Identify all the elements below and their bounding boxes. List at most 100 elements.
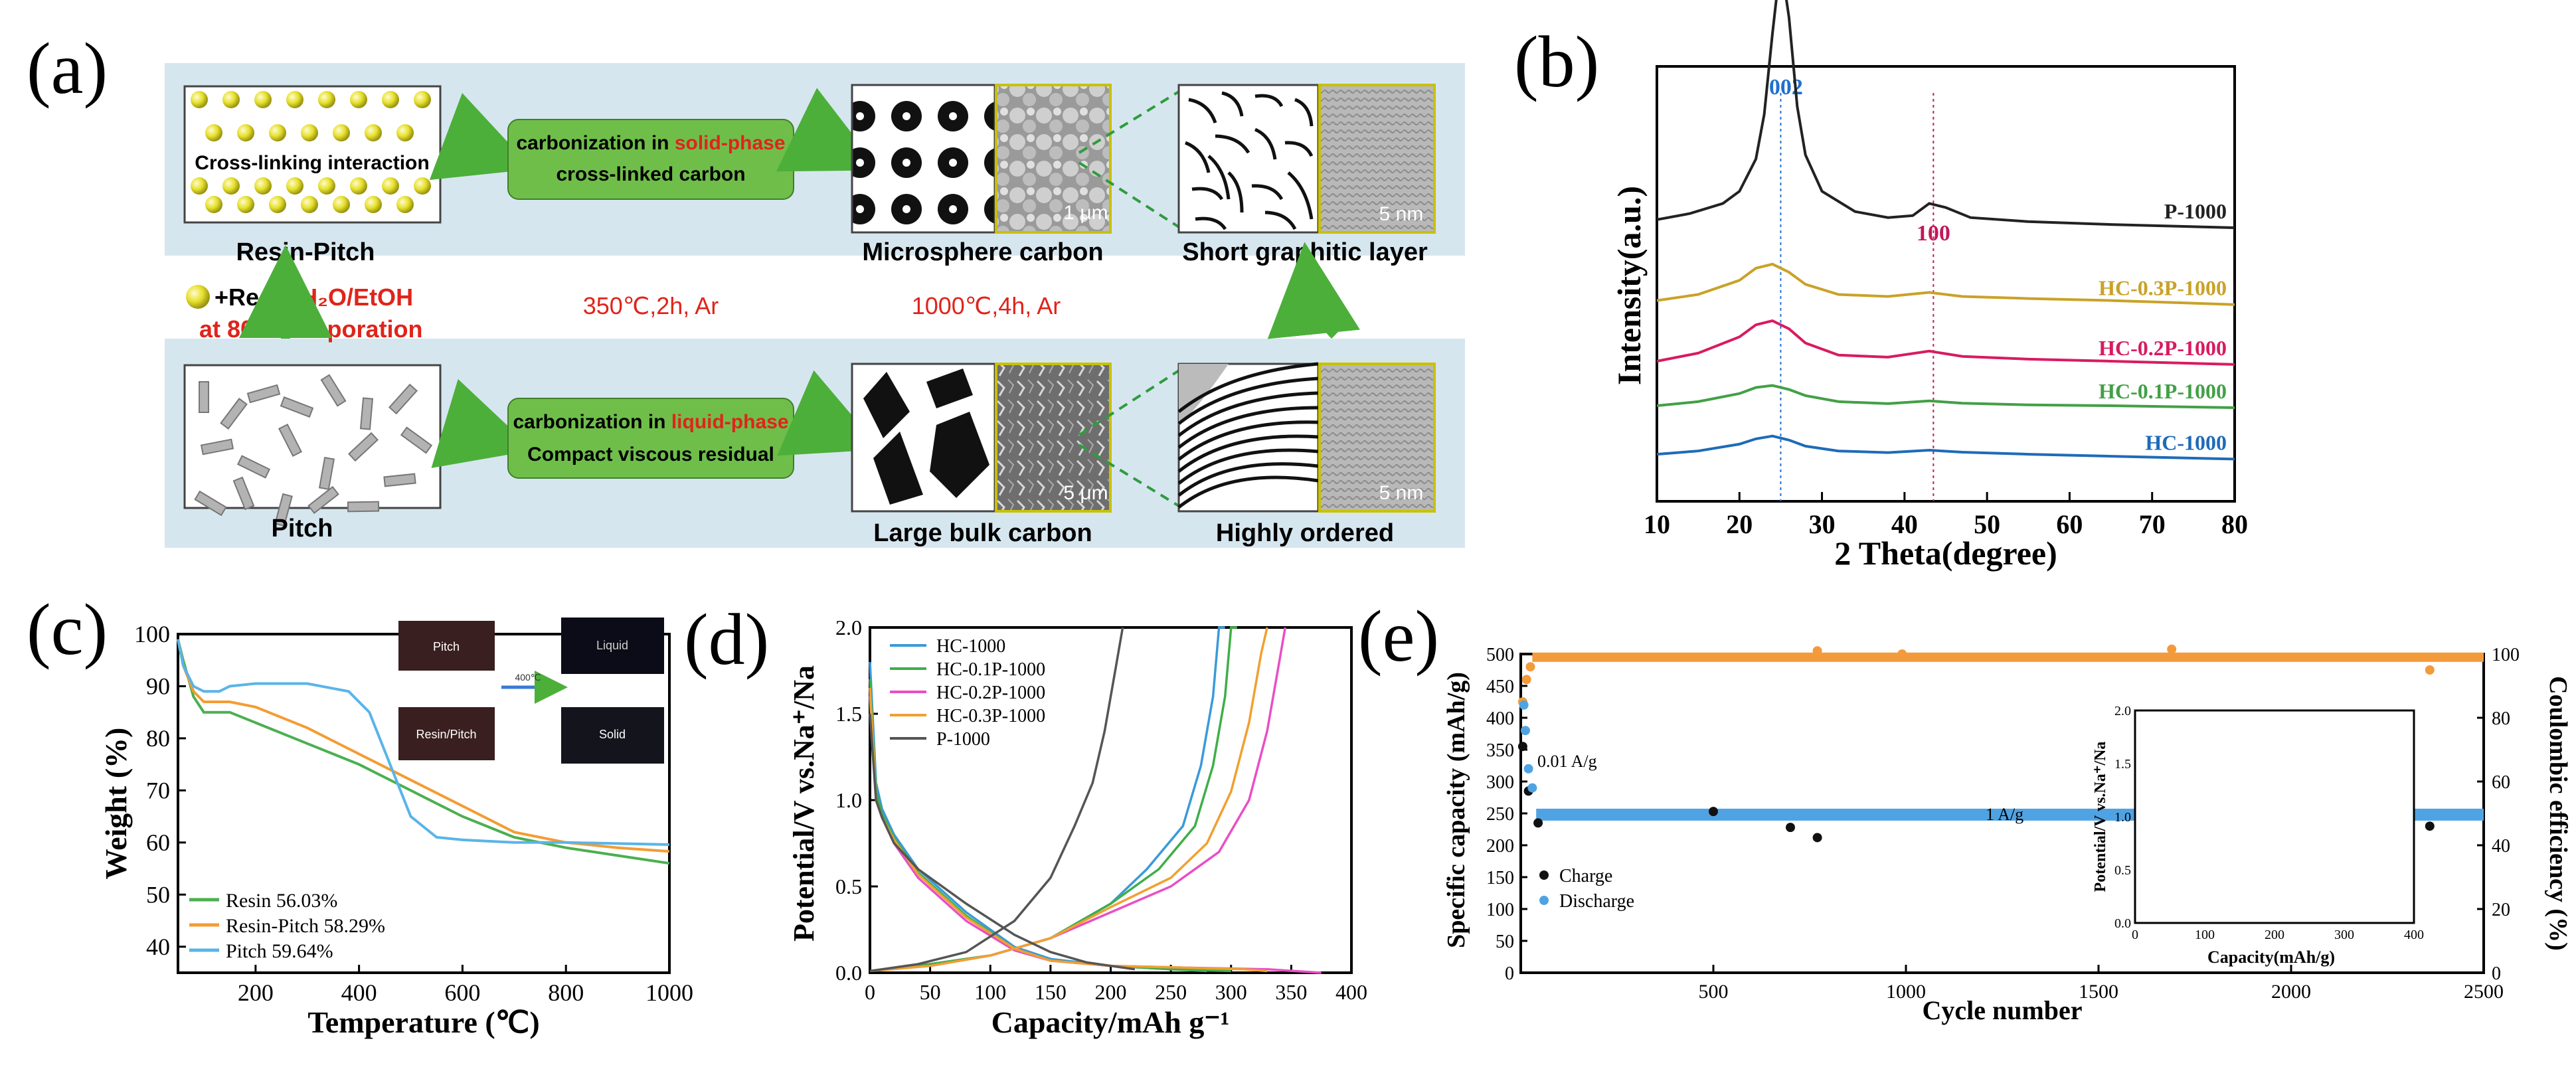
gcd-legend-label: P-1000 — [936, 729, 990, 750]
gcd-discharge-curve — [869, 713, 1136, 971]
ce-point — [2425, 665, 2435, 675]
tga-series-line — [177, 639, 670, 865]
tga-x-tick-label: 600 — [444, 979, 480, 1006]
resin-ball — [191, 177, 208, 195]
cycle-y2-tick-label: 40 — [2492, 836, 2510, 857]
pitch-shard — [318, 456, 335, 491]
cycle-legend-label: Discharge — [1559, 891, 1634, 912]
tga-y-tick-label: 80 — [146, 725, 170, 752]
gcd-x-tick-label: 100 — [974, 980, 1006, 1004]
xrd-x-tick-label: 70 — [2139, 509, 2166, 539]
xrd-x-tick-label: 20 — [1726, 509, 1753, 539]
cycle-y2-tick-label: 60 — [2492, 772, 2510, 793]
xrd-x-tick-label: 60 — [2056, 509, 2083, 539]
pitch-shard — [347, 501, 380, 513]
pitch-shard — [274, 493, 293, 527]
ordered-layer — [1177, 462, 1319, 497]
solid-phase-highlight: solid-phase — [675, 132, 786, 154]
cycle-y-tick-label: 0 — [1505, 963, 1514, 984]
tga-x-tick-label: 800 — [548, 979, 584, 1006]
pitch-shard — [246, 384, 281, 404]
pitch-shard — [220, 398, 248, 430]
ce-point — [1521, 675, 1531, 685]
cycle-x-tick-label: 500 — [1699, 981, 1729, 1003]
gcd-x-tick-label: 200 — [1095, 980, 1127, 1004]
charge-point — [1709, 807, 1718, 817]
tga-legend-label: Resin-Pitch 58.29% — [226, 915, 385, 937]
graphitic-segment — [1185, 141, 1211, 173]
tga-y-tick-label: 60 — [146, 829, 170, 856]
ce-point — [1525, 662, 1535, 672]
cycle-y-tick-label: 500 — [1486, 645, 1514, 665]
gcd-y-tick-label: 0.0 — [835, 961, 862, 985]
graphitic-segment — [1207, 155, 1231, 200]
dash-link-bottom-2 — [1078, 444, 1183, 509]
pitch-shard — [280, 396, 314, 418]
xrd-x-tick-label: 30 — [1809, 509, 1836, 539]
condition-350: 350℃,2h, Ar — [583, 292, 719, 319]
cycle-legend-marker — [1539, 870, 1549, 880]
bulk-carbon-label: Large bulk carbon — [873, 519, 1092, 547]
gcd-y-tick-label: 2.0 — [835, 616, 862, 639]
tga-y-tick-label: 40 — [146, 934, 170, 960]
liquid-phase-box: carbonization in liquid-phase Compact vi… — [507, 398, 794, 479]
cycle-x-tick-label: 1000 — [1886, 981, 1926, 1003]
microsphere-label: Microsphere carbon — [862, 238, 1103, 266]
cross-linking-text: Cross-linking interaction — [195, 152, 429, 174]
tga-y-tick-label: 70 — [146, 777, 170, 803]
arrow-bottom-2 — [777, 370, 881, 456]
discharge-point — [1520, 726, 1530, 736]
photo-solid-label: Solid — [599, 728, 626, 741]
panel-label-b: (b) — [1514, 21, 1599, 102]
resin-ball — [237, 196, 254, 213]
graphitic-segment — [1188, 98, 1217, 124]
cycling-x-label: Cycle number — [1922, 995, 2082, 1025]
inset-y-tick-label: 1.5 — [2114, 757, 2131, 772]
panel-label-e: (e) — [1358, 596, 1439, 677]
gcd-x-tick-label: 300 — [1215, 980, 1247, 1004]
cycle-y-tick-label: 350 — [1486, 740, 1514, 761]
dash-link-bottom-1 — [1078, 367, 1183, 436]
arrow-top-1 — [429, 92, 533, 181]
cross-linked-carbon-text: cross-linked carbon — [556, 163, 745, 185]
solid-phase-prefix: carbonization in — [516, 132, 674, 154]
inset-y-label: Potential/V vs.Na⁺/Na — [2092, 742, 2109, 892]
scale-bar-1um: 1 μm — [1063, 202, 1108, 224]
solid-phase-box: carbonization in solid-phase cross-linke… — [507, 119, 794, 200]
ordered-layer — [1177, 448, 1319, 485]
graphitic-segment — [1284, 141, 1314, 157]
xrd-peak-label: 100 — [1917, 221, 1950, 246]
ordered-layer — [1177, 391, 1319, 437]
photo-liquid-label: Liquid — [596, 639, 628, 652]
photo-resinpitch-label: Resin/Pitch — [416, 728, 476, 741]
cycle-y-tick-label: 200 — [1486, 836, 1514, 857]
resin-ball — [382, 91, 399, 108]
ordered-layer — [1177, 420, 1319, 461]
tga-y-label: Weight (%) — [99, 728, 133, 880]
resin-ball — [222, 91, 240, 108]
inset-x-tick-label: 300 — [2334, 928, 2354, 942]
tga-legend-label: Resin 56.03% — [226, 890, 337, 912]
gcd-charge-curve — [869, 626, 1225, 973]
gcd-x-label: Capacity/mAh g⁻¹ — [991, 1005, 1230, 1039]
resin-pitch-label: Resin-Pitch — [236, 238, 375, 266]
resin-ball — [301, 196, 318, 213]
graphitic-segment — [1227, 171, 1244, 213]
tga-series-line — [177, 639, 670, 846]
graphitic-segment — [1294, 98, 1314, 127]
xrd-x-tick-label: 50 — [1974, 509, 2000, 539]
cycle-y2-tick-label: 0 — [2492, 963, 2501, 984]
charge-point — [1786, 823, 1795, 833]
ce-point — [1812, 646, 1822, 656]
gcd-x-tick-label: 50 — [920, 980, 941, 1004]
gcd-charge-curve — [869, 627, 1124, 973]
gcd-legend-label: HC-0.1P-1000 — [936, 659, 1045, 680]
resin-ball — [414, 91, 431, 108]
gcd-legend-label: HC-0.2P-1000 — [936, 683, 1045, 703]
pitch-shard — [199, 381, 209, 413]
cycling-y-label: Specific capacity (mAh/g) — [1442, 672, 1470, 948]
tga-legend-label: Pitch 59.64% — [226, 940, 333, 962]
tga-y-tick-label: 50 — [146, 881, 170, 908]
xrd-x-tick-label: 80 — [2221, 509, 2248, 539]
pitch-shard — [388, 383, 418, 415]
